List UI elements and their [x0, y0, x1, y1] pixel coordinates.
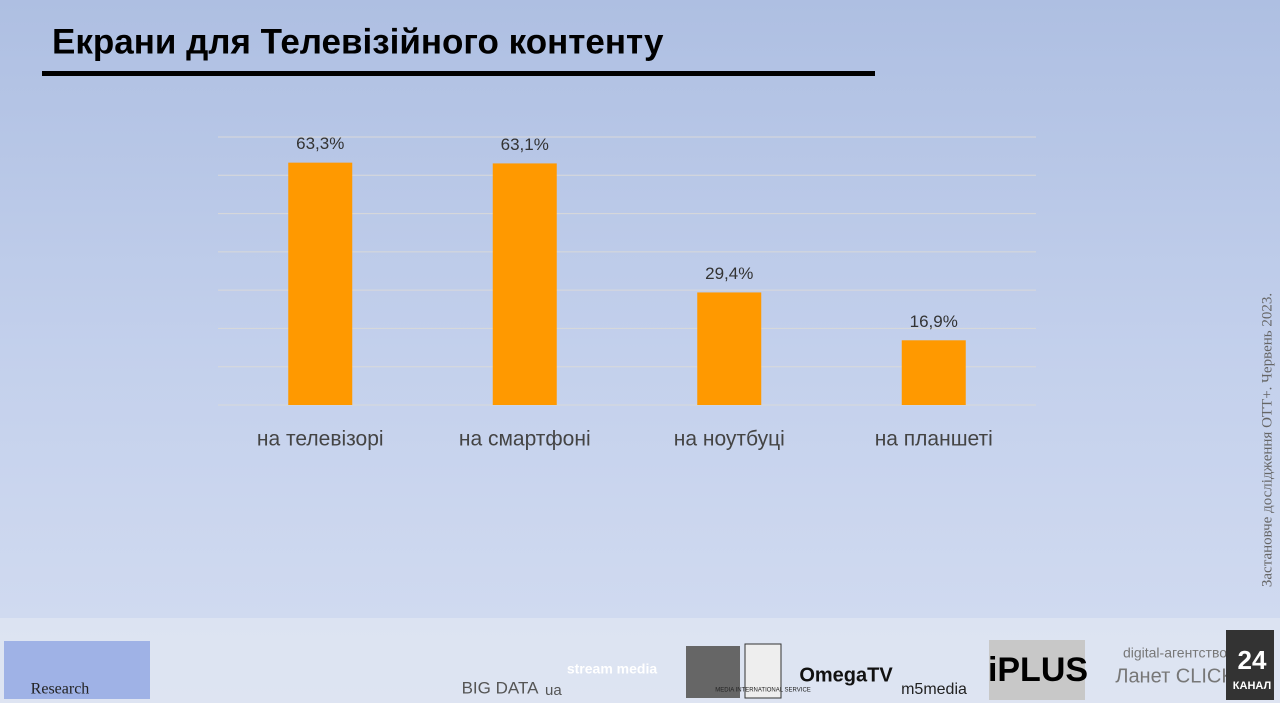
logo-box — [989, 640, 1085, 700]
logo-text: m5media — [901, 681, 967, 698]
bar — [901, 340, 966, 405]
logo-box — [686, 646, 740, 698]
x-tick-label: на планшеті — [875, 428, 993, 451]
data-label: 16,9% — [910, 312, 958, 331]
logo-text: BIG DATA — [462, 678, 539, 697]
logo-text: stream media — [567, 661, 657, 677]
side-note: Застановче дослідження OTT+. Червень 202… — [1259, 293, 1275, 587]
logo-text: digital-агентство — [1123, 645, 1227, 661]
data-label: 29,4% — [705, 264, 753, 283]
logo-text: Ланет CLICK — [1115, 665, 1235, 687]
bar — [288, 162, 353, 405]
logo-text: iPLUS — [988, 651, 1088, 689]
bar — [492, 163, 557, 405]
logo-text: OmegaTV — [799, 664, 893, 686]
data-label: 63,1% — [501, 135, 549, 154]
x-tick-label: на телевізорі — [257, 428, 384, 451]
logos: Research BIG DATA ua stream media MEDIA … — [4, 630, 1274, 700]
logo-text: КАНАЛ — [1233, 680, 1271, 692]
bar — [697, 292, 762, 405]
x-tick-label: на смартфоні — [459, 428, 591, 451]
title-underline — [42, 71, 875, 76]
logo-text: ua — [545, 682, 562, 699]
data-label: 63,3% — [296, 134, 344, 153]
x-tick-label: на ноутбуці — [674, 428, 785, 451]
chart-title: Екрани для Телевізійного контенту — [52, 22, 664, 61]
logo-box — [1226, 630, 1274, 700]
logo-text: MEDIA INTERNATIONAL SERVICE — [715, 688, 811, 694]
logo-box — [744, 643, 782, 699]
logo-text: 24 — [1238, 645, 1267, 675]
logo-text: Research — [31, 681, 90, 698]
logo-box — [4, 641, 150, 699]
